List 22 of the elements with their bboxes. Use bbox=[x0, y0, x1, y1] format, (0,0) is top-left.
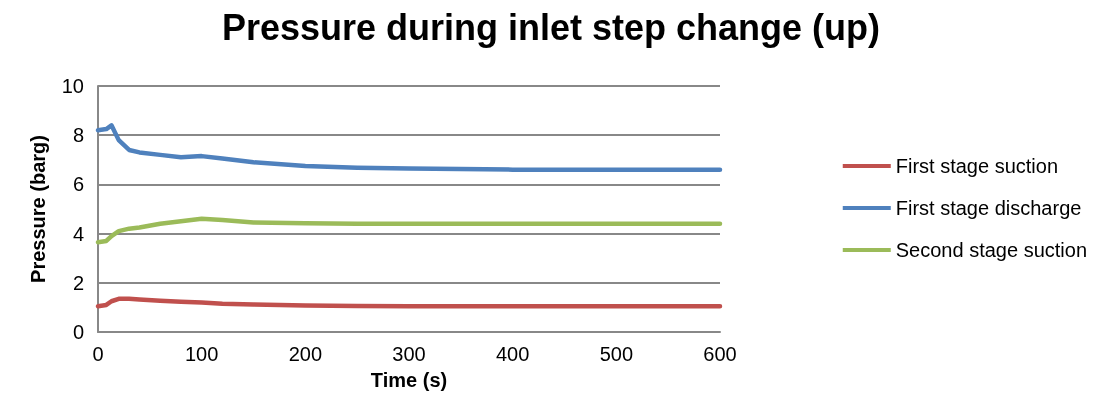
y-tick-label: 6 bbox=[72, 173, 84, 196]
legend-label: Second stage suction bbox=[895, 239, 1088, 261]
x-tick-label: 600 bbox=[703, 343, 737, 365]
line-series bbox=[95, 296, 723, 309]
chart-title: Pressure during inlet step change (up) bbox=[221, 6, 881, 48]
x-tick-label: 200 bbox=[288, 343, 323, 365]
x-tick-label: 300 bbox=[392, 343, 426, 365]
y-tick-label: 2 bbox=[72, 271, 84, 294]
y-tick-label: 4 bbox=[72, 222, 84, 245]
x-tick-label: 500 bbox=[599, 343, 634, 365]
x-axis-title: Time (s) bbox=[370, 369, 448, 391]
y-tick-label: 8 bbox=[72, 124, 84, 147]
x-tick-label: 0 bbox=[92, 343, 104, 365]
legend-label: First stage discharge bbox=[895, 197, 1082, 219]
y-tick-label: 10 bbox=[61, 75, 84, 97]
y-tick-label: 0 bbox=[72, 321, 84, 343]
line-series bbox=[95, 123, 723, 172]
y-axis-title: Pressure (barg) bbox=[27, 135, 49, 283]
legend-label: First stage suction bbox=[895, 155, 1059, 177]
x-tick-label: 400 bbox=[495, 343, 530, 365]
line-series bbox=[95, 216, 723, 245]
x-tick-label: 100 bbox=[184, 343, 219, 365]
